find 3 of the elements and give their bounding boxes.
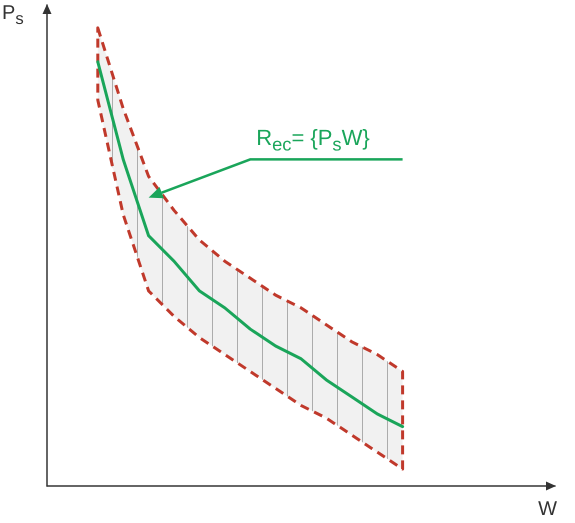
annotation: R$_{ec}$= {P$_{s}$W}	[256, 125, 370, 156]
y-axis-title: P$_{s}$	[2, 2, 24, 29]
x-axis-title: W	[538, 498, 557, 521]
